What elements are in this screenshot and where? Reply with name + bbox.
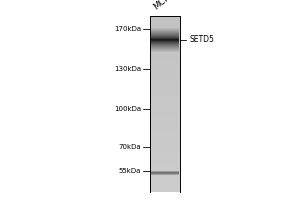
Text: 100kDa: 100kDa [114,106,141,112]
Text: 55kDa: 55kDa [118,168,141,174]
Text: MCF7: MCF7 [152,0,175,12]
Text: SETD5: SETD5 [189,36,214,45]
Text: 70kDa: 70kDa [118,144,141,150]
Text: 130kDa: 130kDa [114,66,141,72]
Text: 170kDa: 170kDa [114,26,141,32]
